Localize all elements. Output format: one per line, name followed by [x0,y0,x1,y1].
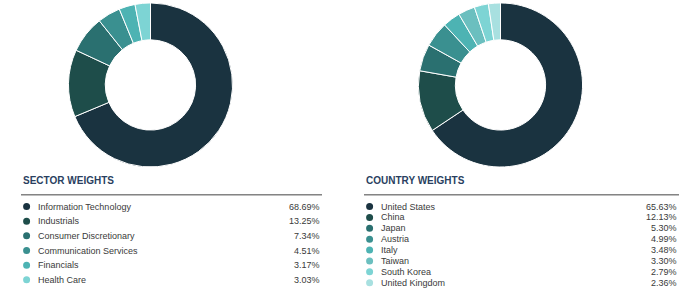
svg-text:68.69%: 68.69% [289,202,320,212]
svg-text:2.79%: 2.79% [651,267,677,277]
svg-text:65.63%: 65.63% [646,202,677,212]
svg-text:COUNTRY WEIGHTS: COUNTRY WEIGHTS [366,175,465,186]
svg-text:Health Care: Health Care [38,275,86,285]
svg-text:Communication Services: Communication Services [38,246,138,256]
svg-text:Financials: Financials [38,260,79,270]
svg-text:12.13%: 12.13% [646,212,677,222]
svg-text:3.30%: 3.30% [651,256,677,266]
svg-text:2.36%: 2.36% [651,278,677,288]
svg-text:3.48%: 3.48% [651,245,677,255]
svg-text:13.25%: 13.25% [289,216,320,226]
svg-text:Industrials: Industrials [38,216,80,226]
svg-text:Italy: Italy [381,245,398,255]
svg-text:4.51%: 4.51% [294,246,320,256]
svg-text:5.30%: 5.30% [651,223,677,233]
svg-text:3.03%: 3.03% [294,275,320,285]
svg-text:South Korea: South Korea [381,267,431,277]
svg-text:Japan: Japan [381,223,406,233]
svg-text:Information Technology: Information Technology [38,202,131,212]
svg-text:Taiwan: Taiwan [381,256,409,266]
svg-text:Austria: Austria [381,234,409,244]
svg-text:Consumer Discretionary: Consumer Discretionary [38,231,135,241]
svg-text:7.34%: 7.34% [294,231,320,241]
svg-text:United Kingdom: United Kingdom [381,278,445,288]
svg-text:4.99%: 4.99% [651,234,677,244]
svg-text:China: China [381,212,405,222]
svg-text:3.17%: 3.17% [294,260,320,270]
svg-text:United States: United States [381,202,436,212]
svg-text:SECTOR WEIGHTS: SECTOR WEIGHTS [23,175,114,186]
